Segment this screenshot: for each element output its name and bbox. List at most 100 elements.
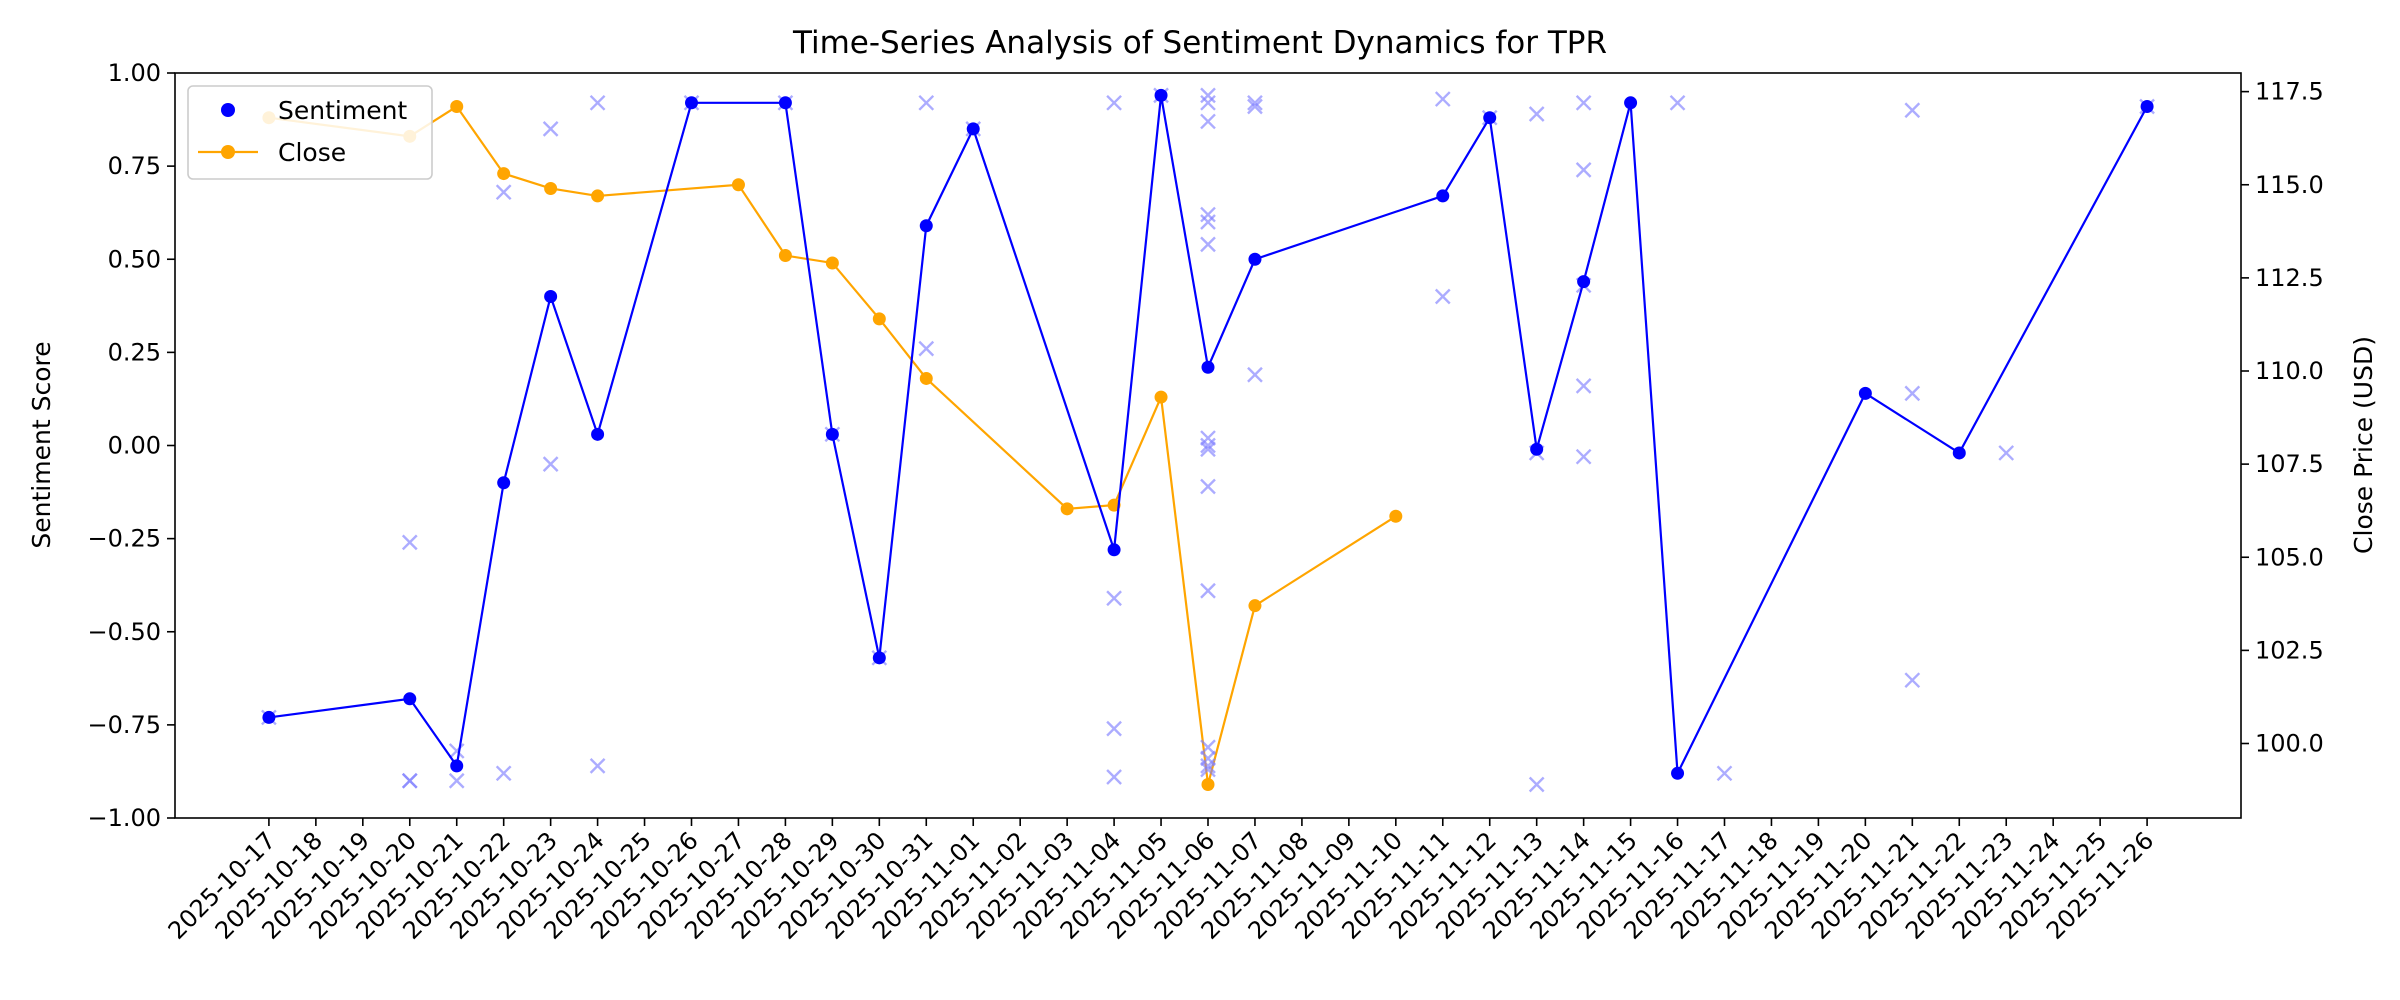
raw-sentiment-marker	[1200, 430, 1216, 446]
y2-axis-label: Close Price (USD)	[2349, 336, 2378, 554]
raw-sentiment-marker	[401, 534, 418, 551]
raw-sentiment-marker	[1716, 765, 1733, 782]
close-point	[919, 371, 933, 385]
close-point	[825, 256, 839, 270]
legend-marker-close	[221, 145, 235, 159]
raw-sentiment-marker	[1200, 739, 1216, 756]
raw-sentiment-marker	[448, 772, 465, 789]
raw-sentiment-marker	[1200, 758, 1216, 774]
y-tick-label: 0.75	[108, 152, 161, 180]
close-point	[450, 100, 464, 114]
raw-sentiment-marker	[1575, 448, 1592, 465]
sentiment-point	[450, 759, 464, 773]
sentiment-point	[1577, 275, 1591, 289]
sentiment-point	[1107, 543, 1121, 557]
y2-tick-label: 112.5	[2255, 264, 2324, 292]
close-point	[544, 181, 558, 195]
y-tick-label: −0.25	[87, 525, 161, 553]
raw-sentiment-marker	[1998, 445, 2015, 461]
sentiment-point	[778, 96, 792, 110]
sentiment-point	[685, 96, 698, 110]
raw-sentiment-marker	[1200, 113, 1216, 130]
close-point	[872, 312, 886, 326]
raw-sentiment-marker	[1904, 672, 1921, 689]
legend: Sentiment Close	[187, 85, 433, 180]
raw-sentiment-marker	[448, 743, 465, 759]
raw-sentiment-marker	[1200, 206, 1216, 223]
raw-sentiment-marker	[1434, 91, 1451, 107]
chart-title: Time-Series Analysis of Sentiment Dynami…	[792, 25, 1607, 61]
raw-sentiment-marker	[1904, 385, 1921, 402]
legend-box	[187, 85, 433, 180]
raw-sentiment-marker	[1200, 750, 1216, 767]
sentiment-point	[1483, 111, 1497, 125]
raw-sentiment-marker	[495, 765, 512, 782]
raw-sentiment-marker	[1528, 106, 1545, 122]
raw-sentiment-marker	[495, 184, 512, 201]
legend-label-sentiment: Sentiment	[278, 96, 407, 125]
y-tick-label: −1.00	[87, 804, 161, 832]
sentiment-point	[919, 219, 933, 233]
close-line	[268, 105, 1397, 785]
legend-label-close: Close	[278, 138, 346, 167]
close-point	[1248, 599, 1262, 613]
raw-sentiment-marker	[1575, 162, 1592, 178]
close-point	[497, 167, 511, 181]
sentiment-point	[1154, 88, 1168, 102]
raw-sentiment-marker	[1106, 769, 1122, 785]
raw-sentiment-marker	[918, 94, 935, 111]
close-point	[778, 249, 792, 263]
y-tick-label: −0.50	[87, 618, 161, 646]
raw-sentiment-marker	[1200, 94, 1216, 111]
sentiment-point	[544, 290, 558, 303]
sentiment-point	[2140, 100, 2154, 114]
raw-sentiment-marker	[1200, 437, 1216, 454]
sentiment-point	[591, 427, 605, 441]
sentiment-point	[403, 692, 417, 706]
raw-sentiment-marker	[589, 758, 606, 774]
close-point	[1154, 390, 1168, 404]
raw-sentiment-marker	[1200, 87, 1216, 104]
y2-tick-label: 115.0	[2255, 171, 2324, 199]
raw-sentiment-marker	[1200, 478, 1216, 495]
raw-sentiment-marker	[1247, 98, 1263, 115]
raw-sentiment-marker	[542, 456, 559, 472]
y-tick-label: 0.25	[108, 338, 161, 366]
close-point	[1201, 777, 1215, 791]
y-tick-label: 0.00	[108, 432, 161, 460]
legend-marker-sentiment	[221, 103, 235, 117]
raw-sentiment-marker	[1575, 94, 1592, 111]
raw-sentiment-marker	[1669, 94, 1686, 111]
close-point	[1060, 502, 1074, 516]
close-point	[731, 178, 745, 192]
close-point	[591, 189, 605, 203]
sentiment-point	[966, 122, 980, 136]
y2-tick-label: 105.0	[2255, 543, 2324, 571]
sentiment-point	[1436, 189, 1450, 203]
raw-sentiment-marker	[1106, 94, 1122, 111]
sentiment-point	[497, 476, 511, 490]
sentiment-point	[872, 651, 886, 665]
sentiment-point	[1952, 446, 1966, 460]
raw-sentiment-marker	[401, 772, 418, 789]
y2-tick-label: 107.5	[2255, 450, 2324, 478]
sentiment-point	[1530, 442, 1544, 456]
y2-tick-label: 102.5	[2255, 636, 2324, 664]
y-tick-label: 0.50	[108, 245, 161, 273]
raw-sentiment-marker	[1247, 366, 1263, 383]
raw-sentiment-marker	[1106, 590, 1122, 607]
y2-tick-label: 110.0	[2255, 357, 2324, 385]
sentiment-point	[1201, 360, 1215, 374]
raw-sentiment-marker	[1528, 776, 1545, 793]
sentiment-point	[1624, 96, 1638, 110]
close-point	[1389, 509, 1403, 523]
raw-sentiment-marker	[1106, 720, 1122, 737]
raw-sentiment-marker	[918, 340, 935, 357]
y2-tick-label: 117.5	[2255, 78, 2324, 106]
raw-sentiment-marker	[1904, 102, 1921, 119]
raw-sentiment-marker	[1247, 94, 1263, 111]
sentiment-point	[1671, 766, 1685, 780]
raw-sentiment-marker	[1200, 441, 1216, 458]
raw-sentiment-marker	[1200, 761, 1216, 778]
sentiment-line	[268, 95, 2149, 778]
